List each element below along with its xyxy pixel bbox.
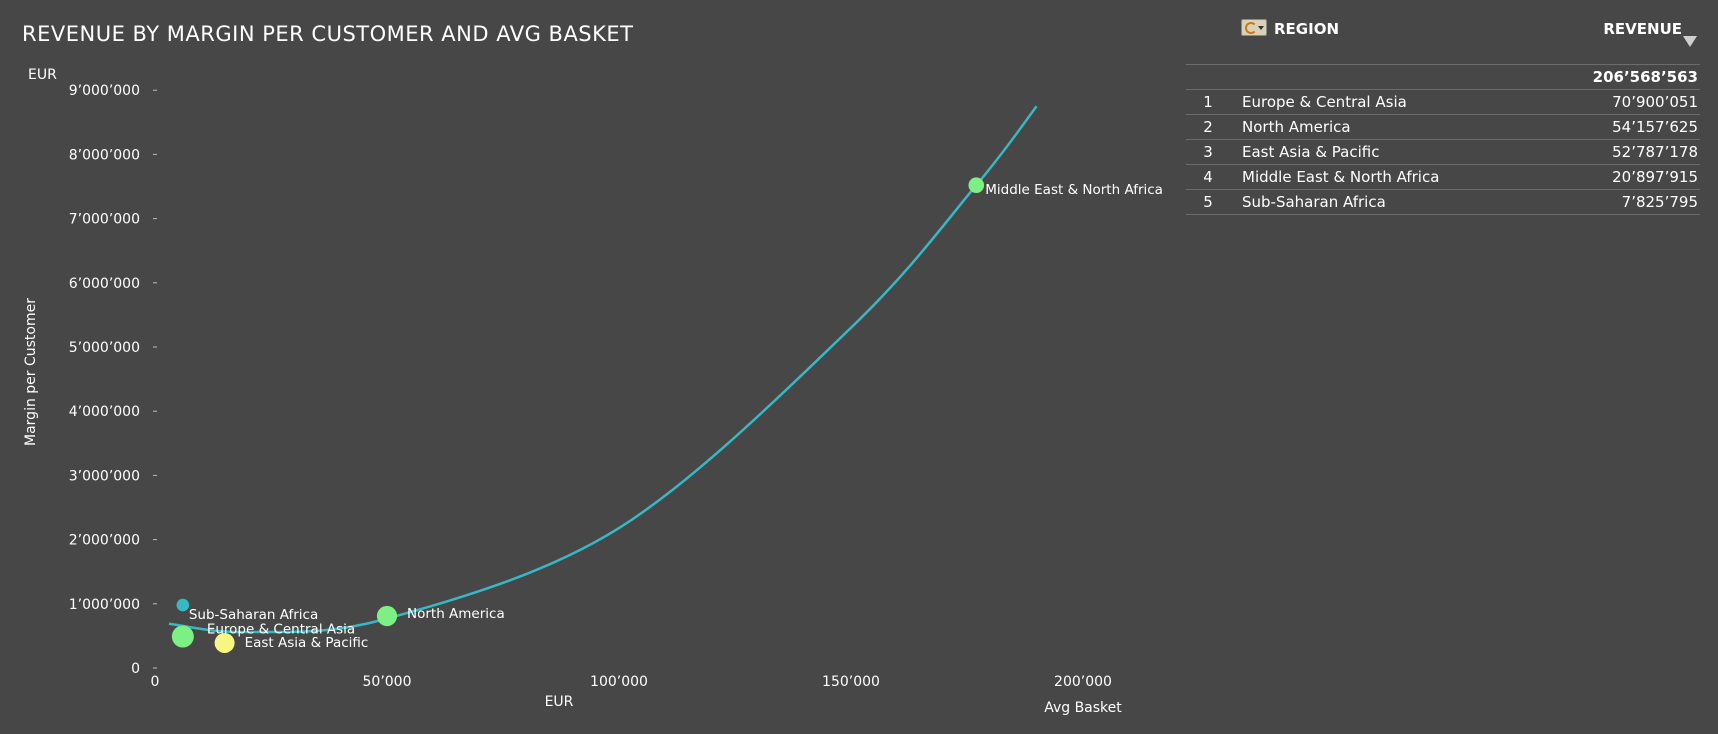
table-row[interactable]: 1 Europe & Central Asia 70’900’051 <box>1186 89 1700 114</box>
row-revenue: 20’897’915 <box>1612 168 1698 186</box>
table-row[interactable]: 4 Middle East & North Africa 20’897’915 <box>1186 164 1700 189</box>
table-row[interactable]: 3 East Asia & Pacific 52’787’178 <box>1186 139 1700 164</box>
scatter-chart[interactable]: 0 1’000’000 2’000’000 3’000’000 4’000’000 5’0… <box>0 0 1180 734</box>
data-point[interactable] <box>376 605 398 627</box>
header-revenue[interactable]: REVENUE <box>1603 20 1682 38</box>
y-tick-label: 8’000’000 <box>69 147 140 163</box>
x-tick-label: 200’000 <box>1054 674 1112 690</box>
chart-title: REVENUE BY MARGIN PER CUSTOMER AND AVG B… <box>22 22 634 46</box>
row-region[interactable]: East Asia & Pacific <box>1242 143 1380 161</box>
row-revenue: 70’900’051 <box>1612 93 1698 111</box>
y-tick-label: 4’000’000 <box>69 404 140 420</box>
y-tick-label: 1’000’000 <box>69 597 140 613</box>
row-region[interactable]: North America <box>1242 118 1351 136</box>
row-rank: 4 <box>1203 168 1213 186</box>
revenue-table: REGION REVENUE 206’568’563 1 Europe & Cen… <box>1186 14 1700 215</box>
data-point-label: East Asia & Pacific <box>245 635 369 651</box>
x-axis-title: Avg Basket <box>1044 700 1122 716</box>
x-tick-label: 100’000 <box>590 674 648 690</box>
table-header: REGION REVENUE <box>1186 14 1700 64</box>
row-rank: 3 <box>1203 143 1213 161</box>
x-axis-unit: EUR <box>545 694 574 710</box>
row-rank: 1 <box>1203 93 1213 111</box>
y-tick-label: 3’000’000 <box>69 468 140 484</box>
row-rank: 5 <box>1203 193 1213 211</box>
data-point[interactable] <box>176 598 190 612</box>
x-tick-label: 50’000 <box>363 674 412 690</box>
y-axis-unit: EUR <box>28 67 57 83</box>
data-point-label: Sub-Saharan Africa <box>189 607 318 623</box>
row-region[interactable]: Middle East & North Africa <box>1242 168 1440 186</box>
data-point[interactable] <box>171 625 194 648</box>
data-point-label: Europe & Central Asia <box>207 622 355 638</box>
sort-descending-icon[interactable] <box>1683 36 1697 47</box>
table-row[interactable]: 2 North America 54’157’625 <box>1186 114 1700 139</box>
x-tick-label: 0 <box>151 674 160 690</box>
header-region[interactable]: REGION <box>1274 20 1339 38</box>
row-revenue: 7’825’795 <box>1621 193 1698 211</box>
row-rank: 2 <box>1203 118 1213 136</box>
table-total-row: 206’568’563 <box>1186 64 1700 89</box>
row-revenue: 54’157’625 <box>1612 118 1698 136</box>
y-tick-label: 2’000’000 <box>69 533 140 549</box>
row-revenue: 52’787’178 <box>1612 143 1698 161</box>
x-tick-label: 150’000 <box>822 674 880 690</box>
table-body: 206’568’563 1 Europe & Central Asia 70’900… <box>1186 64 1700 215</box>
data-point[interactable] <box>214 632 235 653</box>
row-region[interactable]: Sub-Saharan Africa <box>1242 193 1386 211</box>
trendline <box>168 105 1038 634</box>
data-point-label: Middle East & North Africa <box>985 182 1163 198</box>
cycle-dimension-icon[interactable] <box>1241 19 1267 36</box>
data-point-label: North America <box>407 606 505 622</box>
y-tick-label: 7’000’000 <box>69 212 140 228</box>
y-tick-label: 9’000’000 <box>69 83 140 99</box>
data-point[interactable] <box>968 177 985 194</box>
y-tick-label: 0 <box>131 661 140 677</box>
y-axis-title: Margin per Customer <box>23 298 39 446</box>
table-row[interactable]: 5 Sub-Saharan Africa 7’825’795 <box>1186 189 1700 215</box>
total-revenue: 206’568’563 <box>1592 68 1698 86</box>
row-region[interactable]: Europe & Central Asia <box>1242 93 1407 111</box>
y-tick-label: 5’000’000 <box>69 340 140 356</box>
y-tick-label: 6’000’000 <box>69 276 140 292</box>
